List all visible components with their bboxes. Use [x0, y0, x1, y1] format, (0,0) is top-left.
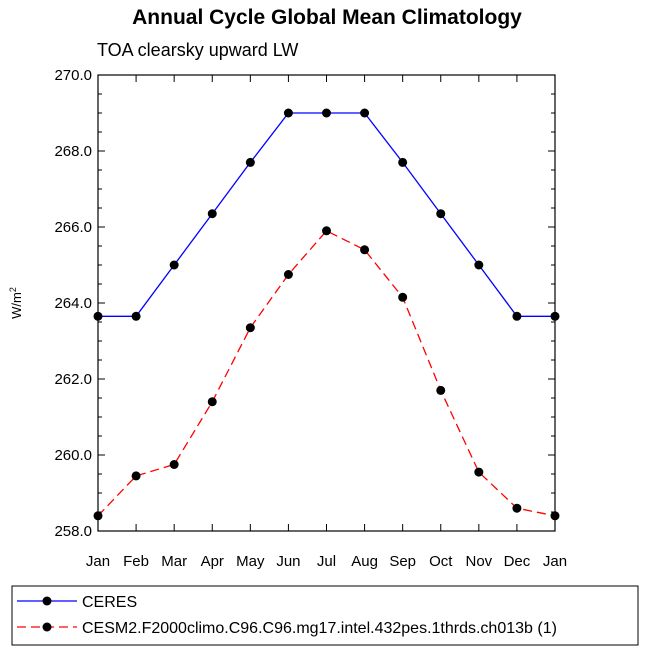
plot-frame: [97, 74, 556, 532]
y-tick-label: 264.0: [54, 295, 92, 312]
y-tick-label: 270.0: [54, 67, 92, 84]
series-1-point: [512, 503, 522, 513]
legend-marker-1: [42, 622, 52, 632]
x-tick-label: Feb: [123, 553, 149, 570]
x-tick-label: Jun: [276, 553, 300, 570]
series-0-point: [322, 108, 331, 118]
x-tick-label: Dec: [504, 553, 531, 570]
y-tick-label: 266.0: [54, 219, 92, 236]
y-tick-label: 258.0: [54, 523, 92, 540]
legend-marker-0: [42, 596, 52, 606]
series-1-point: [360, 245, 370, 255]
chart-subtitle: TOA clearsky upward LW: [97, 40, 298, 60]
series-1-point: [436, 385, 446, 395]
y-axis-label-exponent: 2: [8, 287, 18, 292]
x-tick-label: Aug: [351, 553, 378, 570]
series-0-point: [360, 108, 370, 118]
x-tick-label: Mar: [161, 553, 187, 570]
series-1-point: [283, 270, 293, 279]
series-1-point: [474, 467, 484, 477]
series-layer: [93, 108, 560, 521]
x-tick-label: Sep: [389, 553, 416, 570]
series-1-point: [398, 292, 408, 302]
series-line-0: [98, 112, 555, 317]
legend-box: [11, 585, 639, 646]
series-0-point: [131, 311, 141, 321]
y-axis-label: W/m2: [8, 287, 24, 319]
series-0-point: [436, 209, 446, 219]
x-tick-label: Jan: [86, 553, 110, 570]
series-1-point: [322, 226, 331, 236]
legend-label-1: CESM2.F2000climo.C96.C96.mg17.intel.432p…: [82, 620, 557, 637]
series-0-point: [474, 260, 484, 270]
series-line-1: [97, 229, 556, 517]
series-0-point: [398, 157, 408, 167]
x-tick-label: Jul: [317, 553, 336, 570]
x-tick-label: Jan: [543, 553, 567, 570]
x-tick-label: Oct: [429, 553, 453, 570]
y-tick-label: 260.0: [54, 447, 92, 464]
y-tick-label: 262.0: [54, 371, 92, 388]
series-0-point: [169, 260, 179, 270]
x-tick-label: Apr: [201, 553, 224, 570]
series-1-point: [207, 397, 217, 407]
legend-label-0: CERES: [82, 594, 137, 611]
series-1-point: [245, 323, 255, 333]
series-0-point: [207, 209, 217, 219]
series-1-point: [169, 460, 179, 469]
x-tick-label: Nov: [465, 553, 492, 570]
x-tick-label: May: [236, 553, 265, 570]
y-tick-label: 268.0: [54, 143, 92, 160]
series-0-point: [245, 157, 255, 167]
legend: CERES CESM2.F2000climo.C96.C96.mg17.intel…: [17, 594, 557, 637]
chart-title: Annual Cycle Global Mean Climatology: [132, 6, 522, 29]
series-0-point: [283, 108, 293, 118]
series-0-point: [512, 311, 522, 321]
series-1-point: [131, 471, 141, 481]
y-axis-label-unit: W/m: [9, 292, 24, 319]
x-axis-ticks: Jan Feb Mar Apr May Jun Jul Aug Sep Oct Nov Dec Jan: [86, 75, 567, 570]
